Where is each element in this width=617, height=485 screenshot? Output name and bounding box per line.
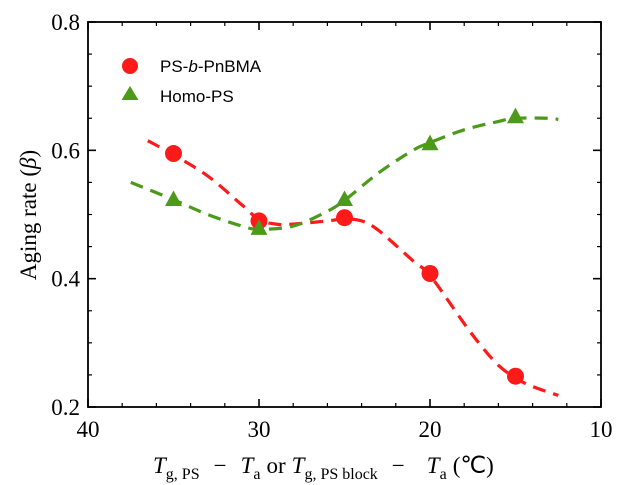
data-point-series-0 (421, 265, 439, 283)
data-point-series-0 (165, 145, 182, 163)
fit-curves (130, 116, 559, 397)
legend-label-ps-b-pnbma: PS-b-PnBMA (160, 57, 262, 76)
data-point-series-0 (336, 209, 353, 227)
data-point-series-1 (507, 107, 524, 124)
data-point-series-1 (165, 190, 182, 207)
y-tick-label: 0.4 (51, 267, 80, 292)
x-tick-label: 10 (590, 417, 613, 442)
y-tick-label: 0.2 (51, 395, 80, 420)
fit-curve-series-0 (147, 139, 559, 397)
legend: PS-b-PnBMA Homo-PS (121, 57, 262, 106)
axis-ticks: 40 30 20 10 0.2 0.4 0.6 0.8 (51, 10, 612, 442)
x-tick-label: 20 (419, 417, 442, 442)
y-tick-label: 0.8 (51, 10, 80, 35)
data-markers (165, 107, 524, 385)
legend-marker-homo-ps (121, 86, 139, 100)
data-point-series-1 (336, 190, 353, 207)
y-axis-title: Aging rate (β) (16, 150, 41, 280)
data-point-series-1 (421, 134, 439, 151)
legend-label-homo-ps: Homo-PS (160, 87, 234, 106)
x-axis-title: Tg, PS − Ta or Tg, PS block − Ta (℃) (153, 453, 494, 483)
legend-marker-ps-b-pnbma (122, 58, 138, 74)
y-tick-label: 0.6 (51, 138, 80, 163)
x-tick-label: 30 (248, 417, 271, 442)
data-point-series-1 (250, 219, 268, 235)
data-point-series-0 (507, 367, 524, 385)
x-tick-label: 40 (77, 417, 100, 442)
